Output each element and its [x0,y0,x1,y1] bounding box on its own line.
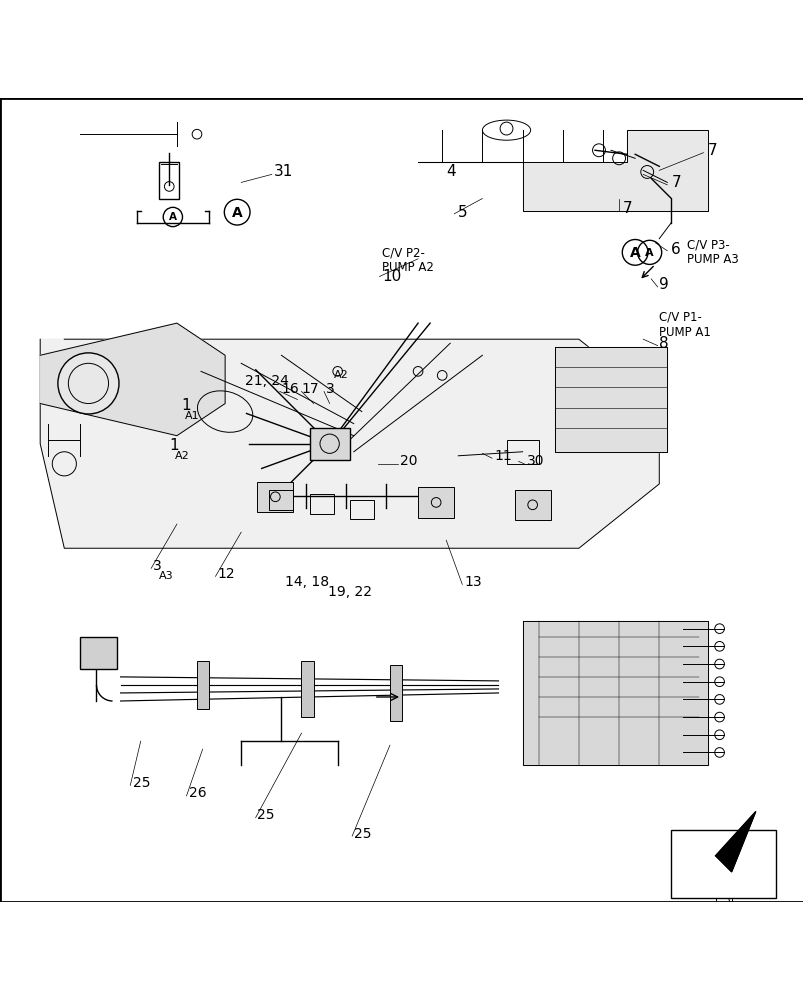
Text: 9: 9 [658,277,668,292]
Bar [301,661,313,717]
Polygon shape [715,812,755,872]
Text: 12: 12 [217,567,234,581]
Bar [159,162,179,199]
Text: 7: 7 [622,201,632,216]
Bar [514,490,550,520]
Text: A2: A2 [333,370,348,380]
Text: A2: A2 [175,451,190,461]
Text: 1: 1 [169,438,178,453]
Text: 6: 6 [671,242,680,257]
Bar [80,637,116,669]
Text: C/V P1-
PUMP A1: C/V P1- PUMP A1 [658,311,711,339]
Text: 13: 13 [464,575,482,589]
Bar [349,500,373,519]
Bar [257,482,293,512]
Bar [269,490,293,510]
Bar [506,440,538,464]
Text: 14, 18: 14, 18 [285,575,329,589]
Text: C/V P2-
PUMP A2: C/V P2- PUMP A2 [381,246,434,274]
Text: 7: 7 [671,175,680,190]
Bar [309,494,333,514]
Text: 25: 25 [353,827,371,841]
Bar [309,428,349,460]
Text: 25: 25 [132,776,150,790]
Text: 30: 30 [526,454,544,468]
Polygon shape [40,339,658,548]
Polygon shape [554,347,666,452]
Polygon shape [40,323,225,436]
Text: 17: 17 [301,382,319,396]
Text: 20: 20 [400,454,418,468]
Text: 31: 31 [273,164,292,179]
Bar [418,487,454,518]
Polygon shape [418,130,707,211]
Text: 25: 25 [257,808,275,822]
Bar [389,665,402,721]
Text: 4: 4 [446,164,455,179]
Bar [197,661,209,709]
Polygon shape [522,621,707,765]
Text: A: A [645,248,653,258]
Text: C/V P3-
PUMP A3: C/V P3- PUMP A3 [687,238,738,266]
Text: A: A [629,246,640,260]
Text: A1: A1 [185,411,199,421]
Circle shape [58,353,119,414]
Text: A3: A3 [159,571,173,581]
Text: 10: 10 [381,269,401,284]
Text: 3: 3 [153,559,161,573]
Text: 19, 22: 19, 22 [328,585,372,599]
Text: A: A [169,212,177,222]
Text: 7: 7 [707,143,716,158]
Text: 26: 26 [189,786,206,800]
Text: 8: 8 [658,336,668,351]
Text: 1: 1 [181,398,190,413]
Text: A: A [231,206,243,220]
Text: 16: 16 [281,382,299,396]
Text: 3: 3 [325,382,334,396]
Bar [671,830,775,898]
Text: 11: 11 [494,449,512,463]
Text: 21, 24: 21, 24 [245,374,289,388]
Text: 5: 5 [458,205,467,220]
